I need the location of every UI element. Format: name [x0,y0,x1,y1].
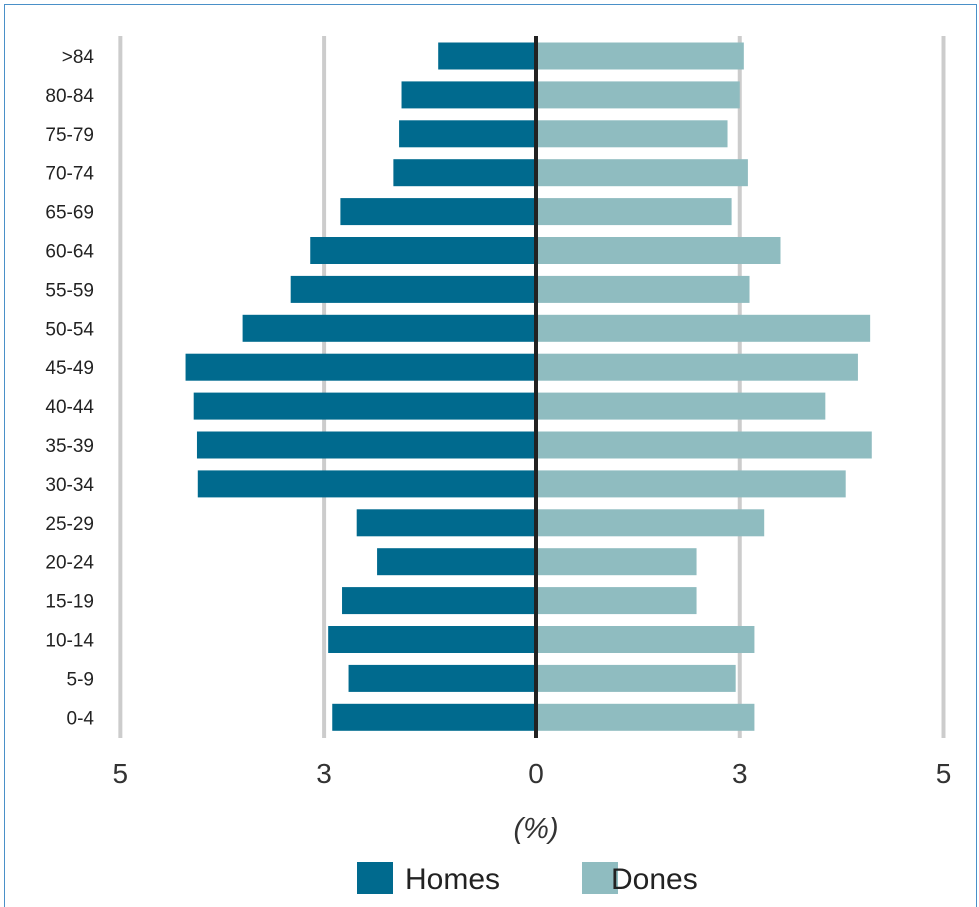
bar-dones [536,392,826,420]
category-label: 10-14 [45,631,94,652]
bar-dones [536,159,748,187]
bar-dones [536,237,781,264]
category-label: 20-24 [45,553,94,574]
bar-dones [536,353,858,381]
bar-homes [328,626,536,653]
x-axis-label: (%) [513,813,558,845]
category-label: 55-59 [45,280,94,301]
bar-homes [348,664,536,692]
bar-homes [399,120,536,148]
x-tick-label: 5 [113,758,129,789]
bar-dones [536,120,728,148]
bar-dones [536,548,697,576]
bar-dones [536,81,740,109]
category-label: 0-4 [67,708,95,729]
bar-homes [342,587,536,615]
bar-homes [332,703,536,731]
legend-swatch [357,862,393,894]
bar-homes [377,548,536,576]
category-label: 45-49 [45,358,94,379]
bar-homes [197,470,536,498]
legend-swatch [582,862,618,894]
bars [185,36,872,738]
bar-homes [193,392,536,420]
bar-homes [340,198,536,226]
category-labels: >84 80-84 75-79 70-74 65-69 60-64 55-59 50-54 45… [45,47,94,729]
legend-label: Homes [405,863,500,896]
bar-homes [290,275,536,303]
bar-homes [356,509,536,537]
bar-dones [536,431,872,459]
x-tick-label: 5 [936,758,952,789]
category-label: 40-44 [45,397,94,418]
category-label: 15-19 [45,592,94,613]
gridlines [118,36,946,738]
category-label: 65-69 [45,203,94,224]
category-label: 25-29 [45,514,94,535]
category-label: 50-54 [45,319,94,340]
bar-homes [438,42,536,70]
x-tick-label: 3 [732,758,748,789]
category-label: 70-74 [45,164,94,185]
bar-homes [196,431,536,459]
x-tick-label: 0 [528,758,544,789]
bar-homes [242,314,536,342]
x-tick-label: 3 [316,758,332,789]
legend-label: Dones [611,863,698,896]
category-label: 35-39 [45,436,94,457]
bar-dones [536,626,755,653]
bar-dones [536,587,697,615]
bar-homes [310,237,536,264]
category-label: 80-84 [45,86,94,107]
category-label: 60-64 [45,242,94,263]
bar-dones [536,470,846,498]
legend: Homes Dones [357,862,698,896]
category-label: 30-34 [45,475,94,496]
bar-dones [536,275,750,303]
category-label: 75-79 [45,125,94,146]
bar-dones [536,703,755,731]
bar-dones [536,198,732,226]
bar-dones [536,314,871,342]
category-label: 5-9 [67,669,94,690]
x-tick-labels: 5 3 0 3 5 [113,758,952,789]
bar-homes [393,159,536,187]
bar-dones [536,664,736,692]
bar-homes [401,81,536,109]
bar-dones [536,509,765,537]
bar-dones [536,42,744,70]
bar-homes [185,353,537,381]
category-label: >84 [62,47,95,68]
